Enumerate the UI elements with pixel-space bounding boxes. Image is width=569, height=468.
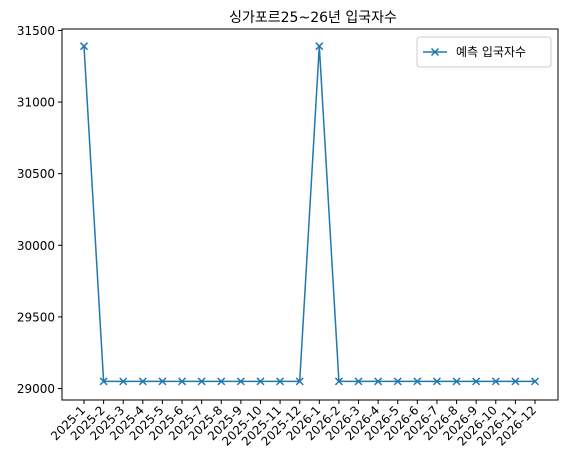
y-tick-label: 29000 [17, 382, 55, 396]
legend-label: 예측 입국자수 [456, 45, 526, 59]
y-tick-label: 30000 [17, 239, 55, 253]
y-tick-label: 30500 [17, 167, 55, 181]
legend: 예측 입국자수 [417, 37, 551, 67]
chart-title: 싱가포르25~26년 입국자수 [229, 10, 397, 26]
series-line [84, 46, 535, 381]
y-tick-label: 31000 [17, 96, 55, 110]
y-tick-label: 29500 [17, 310, 55, 324]
x-axis: 2025-12025-22025-32025-42025-52025-62025… [48, 400, 539, 449]
y-axis: 29000 29500 30000 30500 31000 31500 [17, 24, 62, 396]
y-tick-label: 31500 [17, 24, 55, 38]
series-layer [81, 43, 539, 385]
